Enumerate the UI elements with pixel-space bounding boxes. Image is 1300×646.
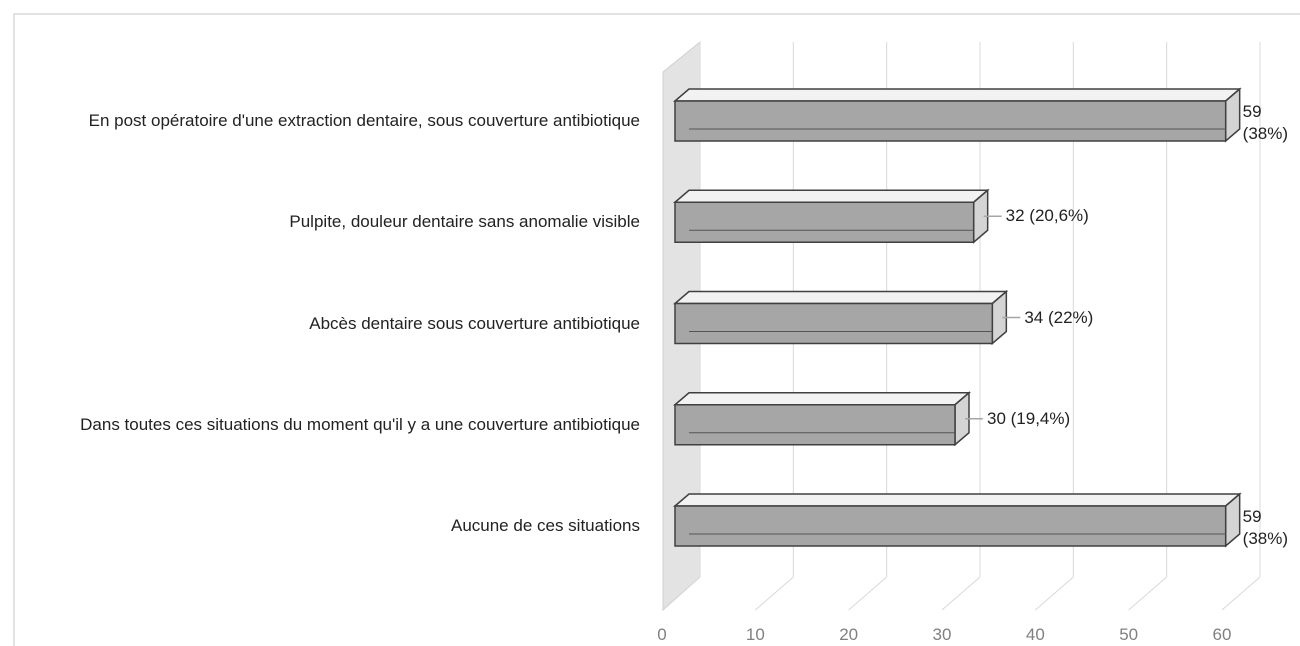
x-tick-label: 0 <box>657 625 666 644</box>
floor-line <box>1221 576 1261 611</box>
floor-line <box>755 576 794 611</box>
floor-line <box>941 576 981 611</box>
data-label: 32 (20,6%) <box>1005 206 1089 226</box>
bar <box>674 302 994 345</box>
category-label: Dans toutes ces situations du moment qu'… <box>80 414 640 434</box>
bar <box>674 201 975 243</box>
floor-line <box>661 576 701 611</box>
category-label: Aucune de ces situations <box>450 516 640 535</box>
bar-top <box>672 493 1242 507</box>
data-label: 59 (38%) <box>1242 102 1289 143</box>
bar-top <box>672 88 1242 102</box>
x-tick-label: 20 <box>839 625 858 644</box>
x-tick-label: 60 <box>1213 625 1232 644</box>
bar-top <box>672 290 1009 305</box>
category-label: Abcès dentaire sous couverture antibioti… <box>309 313 640 333</box>
frame <box>13 13 1300 646</box>
x-tick-label: 30 <box>933 625 952 644</box>
floor-line <box>1128 576 1167 611</box>
data-label: 30 (19,4%) <box>987 408 1071 428</box>
floor-line <box>1035 576 1074 611</box>
bar <box>674 100 1227 142</box>
floor-line <box>848 576 887 611</box>
x-tick-label: 10 <box>746 625 765 644</box>
bar-top <box>672 392 972 406</box>
category-label: Pulpite, douleur dentaire sans anomalie … <box>289 212 640 232</box>
bar <box>674 505 1227 547</box>
data-label: 34 (22%) <box>1024 307 1094 327</box>
category-label: En post opératoire d'une extraction dent… <box>88 111 640 130</box>
x-tick-label: 50 <box>1119 625 1138 644</box>
bar-top <box>672 189 990 203</box>
x-tick-label: 40 <box>1026 625 1045 644</box>
bar <box>674 404 956 446</box>
data-label: 59 (38%) <box>1242 507 1289 548</box>
